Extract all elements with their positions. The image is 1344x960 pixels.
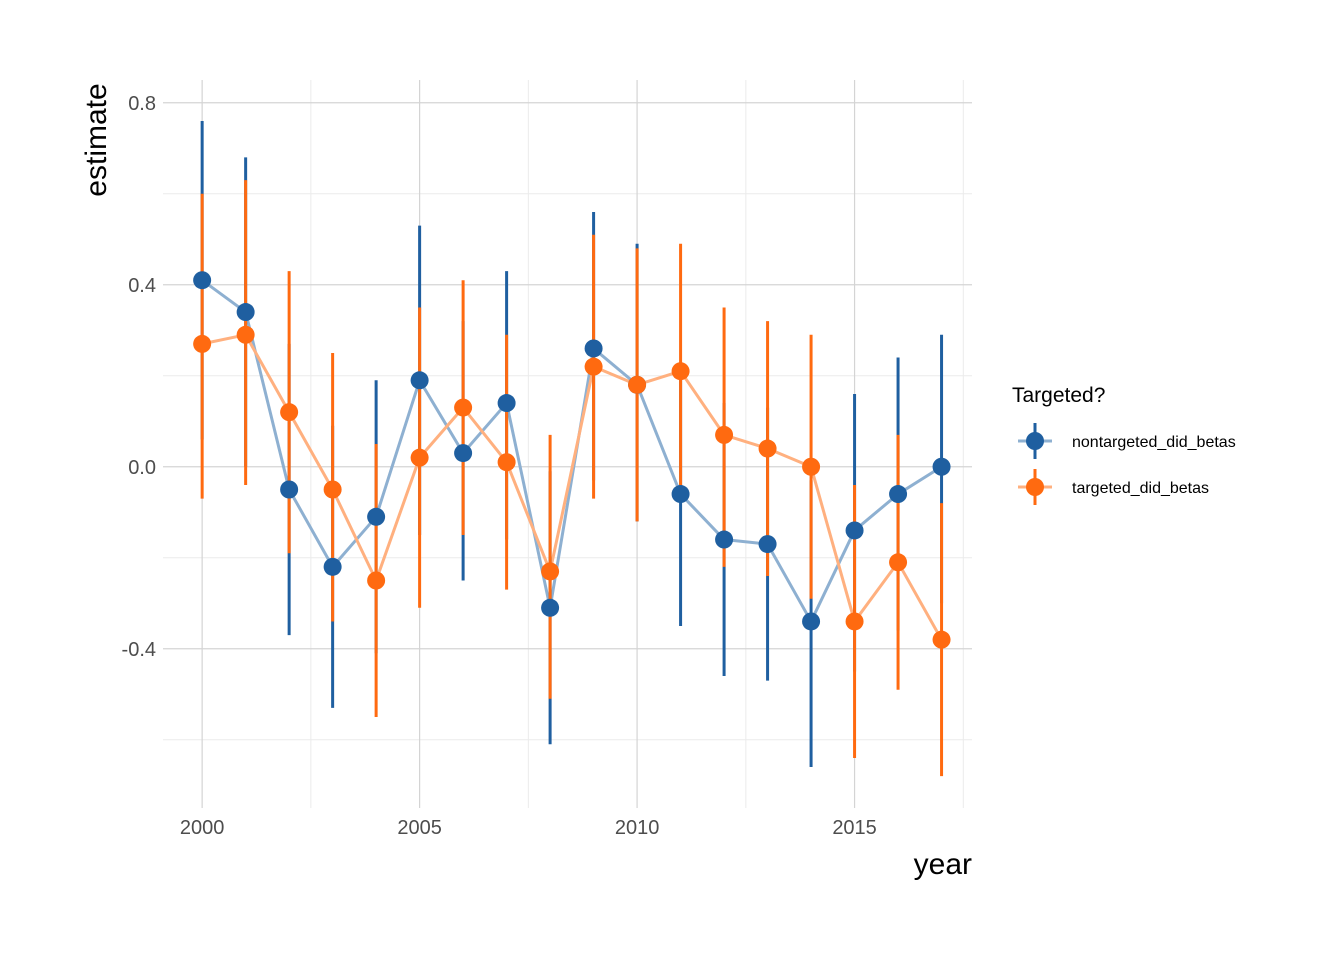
y-tick-label: 0.8 — [128, 93, 156, 115]
x-tick-label: 2010 — [615, 817, 660, 839]
legend-item: nontargeted_did_betas — [1018, 423, 1236, 459]
legend-label: targeted_did_betas — [1072, 480, 1209, 497]
data-point — [497, 453, 516, 472]
legend-point-key — [1026, 432, 1044, 450]
x-tick-label: 2015 — [832, 817, 877, 839]
data-point — [410, 371, 429, 390]
x-tick-label: 2000 — [180, 817, 225, 839]
data-point — [584, 339, 603, 358]
data-point — [280, 403, 299, 422]
data-point — [932, 457, 951, 476]
data-point — [758, 535, 777, 554]
legend-label: nontargeted_did_betas — [1072, 434, 1236, 451]
data-point — [802, 457, 821, 476]
data-point — [845, 521, 864, 540]
data-point — [671, 485, 690, 504]
y-tick-label: 0.4 — [128, 275, 156, 297]
data-point — [193, 271, 212, 290]
grid — [163, 80, 972, 808]
data-point — [367, 507, 386, 526]
data-point — [367, 571, 386, 590]
plot-area — [193, 120, 951, 777]
data-point — [889, 553, 908, 572]
data-point — [715, 530, 734, 549]
legend-title: Targeted? — [1012, 384, 1105, 407]
data-point — [236, 325, 255, 344]
x-axis-title: year — [914, 848, 972, 881]
data-point — [497, 394, 516, 413]
data-point — [932, 630, 951, 649]
data-point — [628, 375, 647, 394]
data-point — [541, 598, 560, 617]
data-point — [454, 398, 473, 417]
data-point — [758, 439, 777, 458]
data-point — [802, 612, 821, 631]
legend: Targeted? nontargeted_did_betas targeted_… — [1012, 384, 1236, 505]
data-point — [845, 612, 864, 631]
data-point — [280, 480, 299, 499]
y-tick-label: 0.0 — [128, 457, 156, 479]
data-point — [889, 485, 908, 504]
y-axis: 0.8 0.4 0.0 -0.4 — [122, 93, 156, 661]
x-tick-label: 2005 — [397, 817, 442, 839]
data-point — [454, 444, 473, 463]
data-point — [410, 448, 429, 467]
x-axis: 2000 2005 2010 2015 — [180, 817, 877, 839]
data-point — [671, 362, 690, 381]
data-point — [323, 557, 342, 576]
series-line — [201, 333, 943, 641]
data-point — [236, 303, 255, 322]
data-point — [323, 480, 342, 499]
legend-point-key — [1026, 478, 1044, 496]
data-point — [715, 425, 734, 444]
y-axis-title: estimate — [80, 83, 113, 196]
data-point — [584, 357, 603, 376]
series-line — [201, 278, 943, 623]
legend-item: targeted_did_betas — [1018, 469, 1209, 505]
data-point — [541, 562, 560, 581]
y-tick-label: -0.4 — [122, 639, 156, 661]
data-point — [193, 334, 212, 353]
